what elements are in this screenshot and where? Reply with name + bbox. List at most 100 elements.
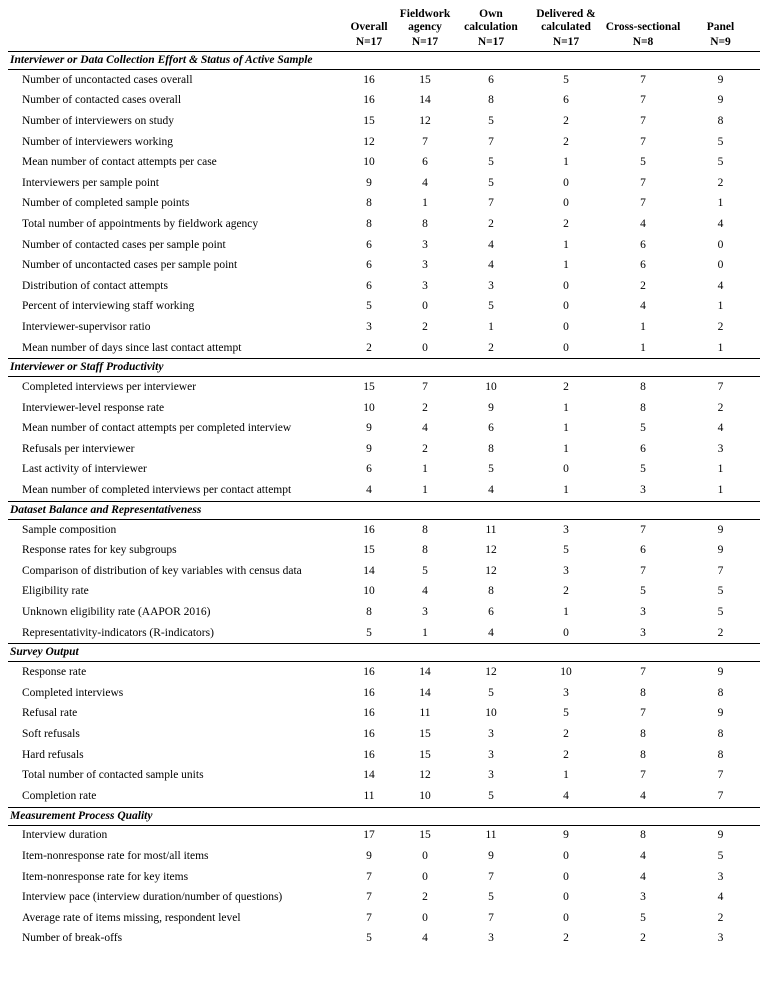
cell-value: 0 xyxy=(563,911,569,924)
data-row: Sample composition 16 8 11 3 7 9 xyxy=(8,519,760,540)
cell-value: 10 xyxy=(363,585,375,598)
cell-value: 7 xyxy=(640,564,646,577)
cell-value: 5 xyxy=(488,686,494,699)
cell-value: 0 xyxy=(422,341,428,354)
cell-value: 0 xyxy=(563,849,569,862)
cell-value: 6 xyxy=(366,279,372,292)
cell-value: 11 xyxy=(485,523,497,536)
cell-value: 2 xyxy=(640,279,646,292)
cell-value: 1 xyxy=(640,320,646,333)
cell-value: 8 xyxy=(717,114,724,127)
cell-value: 10 xyxy=(363,401,375,414)
cell-value: 6 xyxy=(422,156,428,169)
cell-value: 8 xyxy=(422,523,428,536)
cell-value: 3 xyxy=(717,442,724,455)
cell-value: 3 xyxy=(488,279,494,292)
cell-value: 2 xyxy=(422,891,428,904)
data-row: Number of break-offs 5 4 3 2 2 3 xyxy=(8,929,760,950)
data-row: Number of completed sample points 8 1 7 0 7 1 xyxy=(8,194,760,215)
data-row: Completion rate 11 10 5 4 4 7 xyxy=(8,786,760,807)
section-row: Dataset Balance and Representativeness xyxy=(8,500,760,520)
cell-value: 15 xyxy=(419,829,431,842)
cell-value: 14 xyxy=(363,564,375,577)
cell-value: 16 xyxy=(363,523,375,536)
cell-value: 2 xyxy=(563,114,569,127)
data-row: Mean number of contact attempts per comp… xyxy=(8,419,760,440)
row-label: Number of interviewers working xyxy=(22,135,174,148)
page: {"table": { "columns": [ {"name": "Overa… xyxy=(0,8,768,997)
cell-value: 8 xyxy=(717,728,724,741)
cell-value: 8 xyxy=(640,728,646,741)
cell-value: 3 xyxy=(640,606,646,619)
cell-value: 12 xyxy=(419,114,431,127)
cell-value: 5 xyxy=(422,564,428,577)
data-row: Number of uncontacted cases overall 16 15 6… xyxy=(8,70,760,91)
cell-value: 4 xyxy=(422,176,428,189)
row-label: Interviewers per sample point xyxy=(22,176,159,189)
cell-value: 8 xyxy=(640,686,646,699)
cell-value: 15 xyxy=(363,114,375,127)
data-row: Mean number of days since last contact a… xyxy=(8,338,760,359)
cell-value: 7 xyxy=(640,666,646,679)
cell-value: 5 xyxy=(640,463,646,476)
cell-value: 0 xyxy=(717,238,724,251)
cell-value: 3 xyxy=(488,769,494,782)
column-n: N=17 xyxy=(477,36,505,48)
cell-value: 7 xyxy=(717,381,724,394)
column-name: Delivered & calculated xyxy=(536,8,596,33)
cell-value: 7 xyxy=(422,381,428,394)
cell-value: 5 xyxy=(488,300,494,313)
cell-value: 8 xyxy=(640,401,646,414)
cell-value: 2 xyxy=(563,135,569,148)
column-n: N=17 xyxy=(552,36,580,48)
column-header: Panel N=9 xyxy=(681,8,760,52)
cell-value: 14 xyxy=(419,666,431,679)
cell-value: 0 xyxy=(563,320,569,333)
cell-value: 8 xyxy=(488,442,494,455)
cell-value: 0 xyxy=(563,341,569,354)
cell-value: 4 xyxy=(640,870,646,883)
cell-value: 6 xyxy=(640,259,646,272)
cell-value: 14 xyxy=(419,94,431,107)
cell-value: 7 xyxy=(640,114,646,127)
data-row: Average rate of items missing, responden… xyxy=(8,908,760,929)
cell-value: 3 xyxy=(366,320,372,333)
cell-value: 7 xyxy=(717,769,724,782)
cell-value: 15 xyxy=(419,73,431,86)
cell-value: 8 xyxy=(717,748,724,761)
column-n: N=9 xyxy=(710,36,731,48)
cell-value: 0 xyxy=(717,259,724,272)
cell-value: 1 xyxy=(422,463,428,476)
cell-value: 6 xyxy=(488,422,494,435)
cell-value: 8 xyxy=(640,829,646,842)
cell-value: 11 xyxy=(419,707,431,720)
column-name: Panel xyxy=(706,21,735,33)
cell-value: 1 xyxy=(717,484,724,497)
row-label: Distribution of contact attempts xyxy=(22,279,168,292)
cell-value: 3 xyxy=(563,523,569,536)
section-title: Measurement Process Quality xyxy=(8,806,760,826)
cell-value: 4 xyxy=(488,238,494,251)
cell-value: 0 xyxy=(422,300,428,313)
cell-value: 6 xyxy=(640,238,646,251)
data-row: Item-nonresponse rate for key items 7 0 7 0 4… xyxy=(8,867,760,888)
cell-value: 5 xyxy=(717,606,724,619)
cell-value: 1 xyxy=(563,769,569,782)
cell-value: 0 xyxy=(563,300,569,313)
cell-value: 2 xyxy=(563,217,569,230)
data-row: Mean number of completed interviews per … xyxy=(8,480,760,501)
section-title: Dataset Balance and Representativeness xyxy=(8,500,760,520)
cell-value: 3 xyxy=(488,728,494,741)
cell-value: 12 xyxy=(419,769,431,782)
cell-value: 7 xyxy=(422,135,428,148)
row-label: Mean number of days since last contact a… xyxy=(22,341,242,354)
data-row: Mean number of contact attempts per case… xyxy=(8,152,760,173)
cell-value: 2 xyxy=(717,320,724,333)
cell-value: 8 xyxy=(640,381,646,394)
data-row: Completed interviews per interviewer 15 7 1… xyxy=(8,377,760,398)
cell-value: 8 xyxy=(488,585,494,598)
cell-value: 7 xyxy=(488,197,494,210)
data-row: Number of contacted cases per sample poi… xyxy=(8,235,760,256)
cell-value: 7 xyxy=(717,564,724,577)
cell-value: 11 xyxy=(485,829,497,842)
